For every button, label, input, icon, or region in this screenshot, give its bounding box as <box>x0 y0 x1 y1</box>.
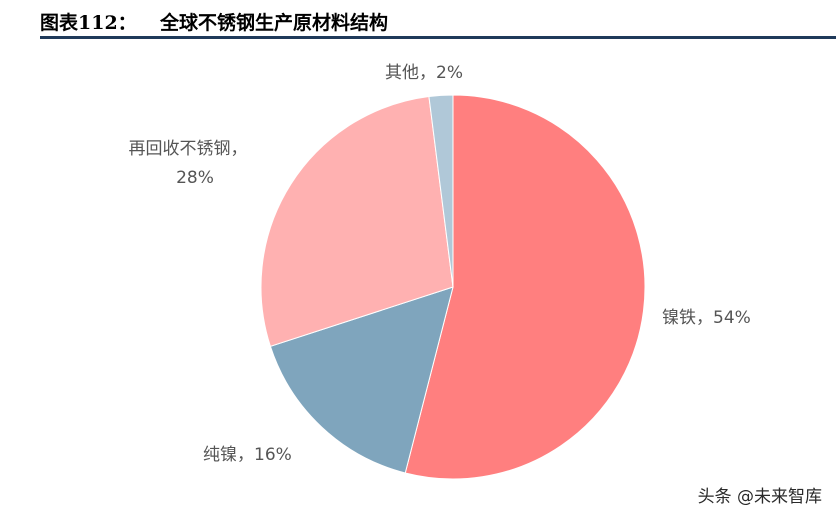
slice-label-2: 再回收不锈钢， <box>129 139 248 159</box>
slice-label-0: 镍铁，54% <box>662 308 751 328</box>
pie-slice-1 <box>269 286 454 474</box>
pie-slices <box>260 94 646 480</box>
title-rule <box>40 36 836 39</box>
slice-label-1: 纯镍，16% <box>203 445 292 465</box>
chart-title: 全球不锈钢生产原材料结构 <box>160 12 389 34</box>
slice-label-2-line2: 28% <box>176 168 214 188</box>
slice-label-3: 其他，2% <box>385 63 463 83</box>
slice-labels: 镍铁，54% 纯镍，16% 再回收不锈钢， 28% 其他，2% <box>129 63 751 465</box>
pie-slice-0 <box>404 94 646 480</box>
pie-slice-3 <box>428 94 454 288</box>
header: 图表112： 全球不锈钢生产原材料结构 <box>40 4 836 40</box>
watermark: 头条 @未来智库 <box>697 487 822 507</box>
pie-slice-2 <box>260 95 454 347</box>
figure-label: 图表112： <box>40 12 137 34</box>
